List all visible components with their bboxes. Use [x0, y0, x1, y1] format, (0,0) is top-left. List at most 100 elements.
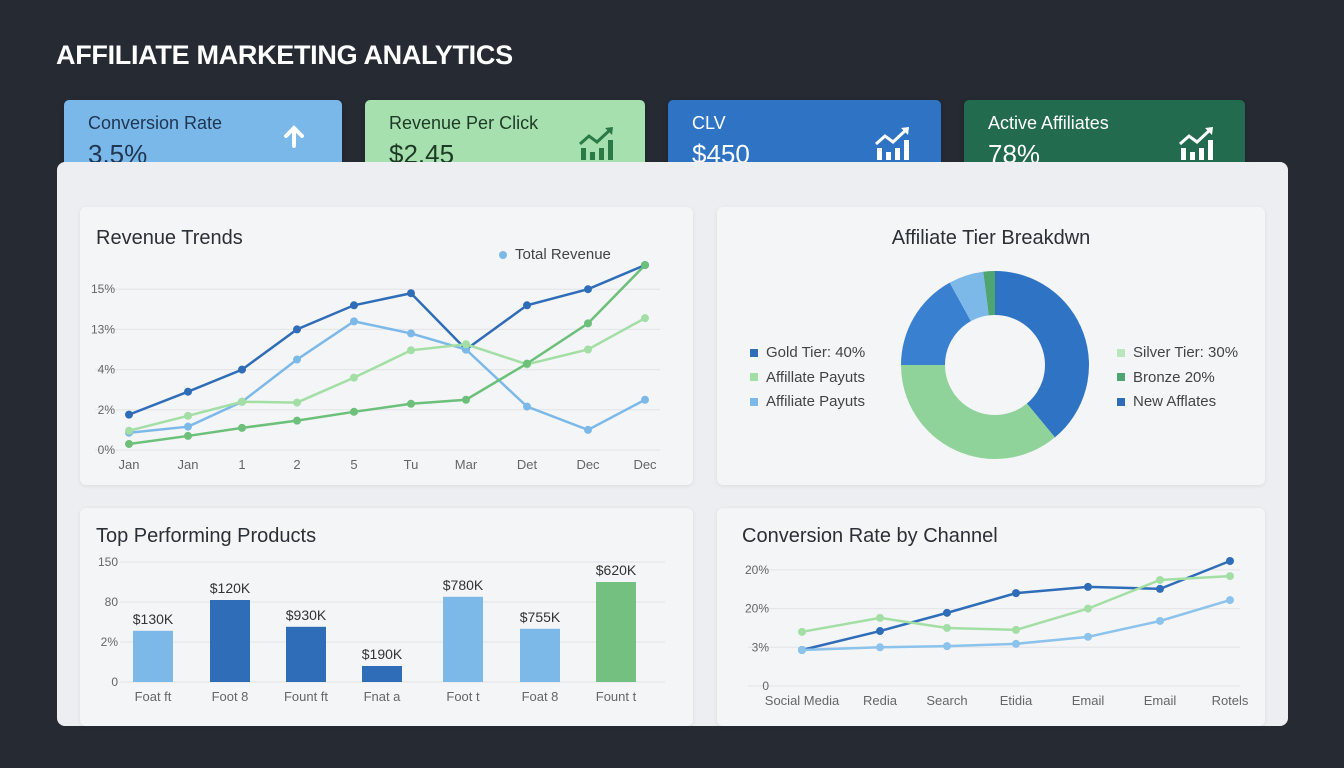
data-point — [641, 314, 649, 323]
chart-title: Conversion Rate by Channel — [742, 525, 998, 547]
data-point — [238, 423, 246, 432]
legend-swatch — [499, 250, 507, 259]
bar-value-label: $620K — [596, 562, 637, 578]
legend-label: Bronze 20% — [1133, 368, 1215, 386]
trend-chart-icon — [579, 127, 613, 160]
data-point — [1156, 575, 1164, 584]
data-point — [1084, 632, 1092, 641]
data-point — [1012, 589, 1020, 598]
data-point — [184, 411, 192, 420]
data-point — [584, 345, 592, 354]
data-point — [523, 402, 531, 411]
x-tick-label: Etidia — [1000, 693, 1033, 708]
data-point — [943, 623, 951, 632]
legend-item: Affillate Payuts — [750, 369, 865, 386]
legend-label: Total Revenue — [515, 246, 611, 263]
y-tick-label: 3% — [752, 640, 770, 654]
bar — [520, 628, 560, 682]
legend-swatch — [750, 397, 758, 406]
bar-value-label: $120K — [210, 580, 251, 596]
x-tick-label: Rotels — [1212, 693, 1249, 708]
series-line — [128, 317, 646, 432]
x-tick-label: Email — [1144, 693, 1177, 708]
data-point — [350, 317, 358, 326]
legend-label: Affillate Payuts — [766, 368, 865, 386]
data-point — [293, 416, 301, 425]
bar-value-label: $930K — [286, 607, 327, 623]
x-tick-label: Dec — [576, 457, 600, 472]
data-point — [1084, 604, 1092, 613]
legend-swatch — [1117, 397, 1125, 406]
series-line — [128, 320, 646, 434]
x-tick-label: Email — [1072, 693, 1105, 708]
page-title: AFFILIATE MARKETING ANALYTICS — [56, 40, 513, 70]
data-point — [876, 613, 884, 622]
data-point — [1226, 556, 1234, 565]
series-line — [128, 264, 646, 446]
data-point — [1156, 584, 1164, 593]
data-point — [1156, 616, 1164, 625]
legend-item: Bronze 20% — [1117, 369, 1215, 386]
donut-slice — [901, 282, 971, 365]
x-tick-label: Foot 8 — [212, 689, 249, 704]
data-point — [125, 439, 133, 448]
legend-item: Total Revenue — [499, 246, 611, 263]
x-tick-label: Det — [517, 457, 538, 472]
bar-value-label: $190K — [362, 646, 403, 662]
x-tick-label: Foat 8 — [522, 689, 559, 704]
x-tick-label: Foot t — [446, 689, 480, 704]
y-tick-label: 2% — [98, 403, 116, 417]
bar — [286, 626, 326, 682]
chart-title: Revenue Trends — [96, 227, 243, 249]
bar-value-label: $755K — [520, 609, 561, 625]
series-line — [801, 559, 1231, 652]
legend-label: New Afflates — [1133, 393, 1217, 410]
legend-label: Silver Tier: 30% — [1133, 344, 1239, 361]
data-point — [293, 355, 301, 364]
legend-swatch — [1117, 348, 1125, 357]
data-point — [462, 395, 470, 404]
chart-title: Top Performing Products — [96, 525, 317, 547]
donut-slice — [995, 271, 1089, 438]
top-products-card: Top Performing Products — [80, 508, 693, 726]
data-point — [584, 319, 592, 328]
data-point — [407, 329, 415, 338]
legend-swatch — [750, 373, 758, 381]
data-point — [407, 399, 415, 408]
data-point — [798, 646, 806, 655]
legend-item: Silver Tier: 30% — [1117, 344, 1238, 361]
bar-value-label: $130K — [133, 611, 174, 627]
y-tick-label: 80 — [105, 595, 119, 609]
y-tick-label: 20% — [745, 602, 769, 616]
kpi-label: Revenue Per Click — [389, 113, 539, 133]
donut-slice — [949, 271, 989, 322]
series-line — [801, 574, 1231, 634]
bar — [210, 600, 250, 682]
data-point — [293, 398, 301, 407]
revenue-trends-card: Revenue Trends — [80, 207, 693, 485]
y-tick-label: 2% — [101, 635, 119, 649]
data-point — [523, 359, 531, 368]
x-tick-label: 5 — [350, 457, 357, 472]
x-tick-label: Foat ft — [135, 689, 172, 704]
data-point — [1226, 572, 1234, 581]
y-tick-label: 20% — [745, 563, 769, 577]
y-tick-label: 13% — [91, 322, 115, 336]
donut-slice — [983, 271, 995, 316]
kpi-label: CLV — [692, 113, 726, 133]
data-point — [184, 431, 192, 440]
data-point — [584, 425, 592, 434]
data-point — [407, 289, 415, 298]
data-point — [1012, 625, 1020, 634]
data-point — [798, 627, 806, 636]
x-tick-label: Fnat a — [364, 689, 402, 704]
legend-swatch — [1117, 373, 1125, 381]
legend-label: Gold Tier: 40% — [766, 344, 866, 361]
legend-item: Affiliate Payuts — [750, 393, 865, 410]
bar — [133, 630, 173, 682]
legend-item: Gold Tier: 40% — [750, 344, 865, 361]
data-point — [238, 397, 246, 406]
bar — [596, 582, 636, 682]
data-point — [462, 340, 470, 349]
donut-slice — [901, 365, 1055, 459]
